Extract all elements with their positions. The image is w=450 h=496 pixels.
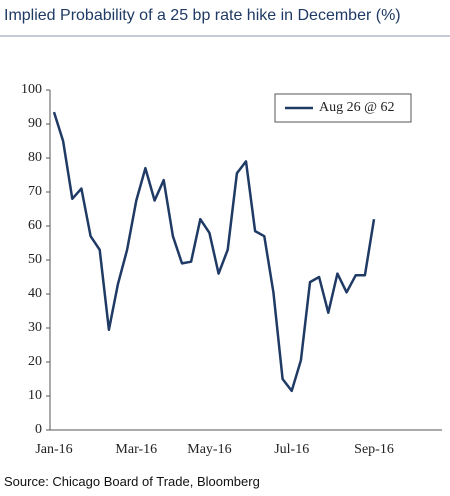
x-tick-label: Sep-16 [354, 442, 394, 457]
x-tick-label: Mar-16 [115, 442, 157, 457]
legend-label: Aug 26 @ 62 [319, 100, 395, 115]
y-tick-label: 60 [28, 218, 42, 233]
y-tick-label: 80 [28, 150, 42, 165]
source: Source: Chicago Board of Trade, Bloomber… [4, 474, 260, 489]
y-tick-label: 90 [28, 116, 42, 131]
x-tick-label: May-16 [187, 442, 231, 457]
y-tick-label: 50 [28, 252, 42, 267]
line [52, 111, 376, 393]
chart-title: Implied Probability of a 25 bp rate hike… [4, 7, 401, 24]
y-tick-label: 0 [35, 422, 42, 437]
y-tick-label: 70 [28, 184, 42, 199]
x-tick-label: Jul-16 [274, 442, 309, 457]
x-tick-label: Jan-16 [35, 442, 72, 457]
y-tick-label: 10 [28, 388, 42, 403]
y-tick-label: 100 [21, 82, 42, 97]
y-tick-label: 30 [28, 320, 42, 335]
y-tick-label: 20 [28, 354, 42, 369]
y-tick-label: 40 [28, 286, 42, 301]
